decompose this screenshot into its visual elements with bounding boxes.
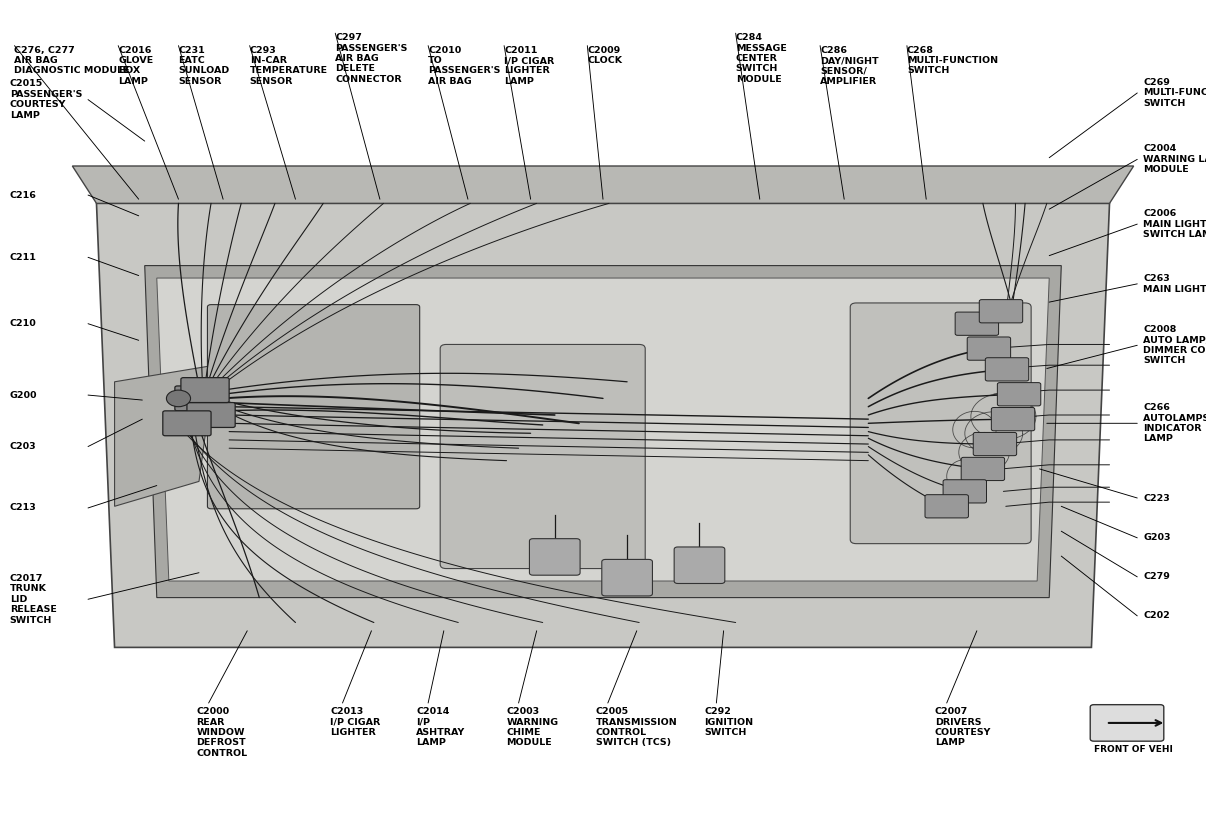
FancyBboxPatch shape	[1090, 705, 1164, 741]
FancyBboxPatch shape	[163, 411, 211, 436]
Text: C293
IN-CAR
TEMPERATURE
SENSOR: C293 IN-CAR TEMPERATURE SENSOR	[250, 46, 328, 85]
Text: C2013
I/P CIGAR
LIGHTER: C2013 I/P CIGAR LIGHTER	[330, 707, 381, 737]
Polygon shape	[72, 166, 1134, 203]
Polygon shape	[157, 278, 1049, 581]
Text: C279: C279	[1143, 573, 1170, 581]
FancyBboxPatch shape	[529, 539, 580, 575]
Text: C2009
CLOCK: C2009 CLOCK	[587, 46, 622, 65]
Text: C211: C211	[10, 253, 36, 261]
Text: C297
PASSENGER'S
AIR BAG
DELETE
CONNECTOR: C297 PASSENGER'S AIR BAG DELETE CONNECTO…	[335, 33, 408, 84]
FancyBboxPatch shape	[207, 305, 420, 509]
FancyBboxPatch shape	[961, 457, 1005, 481]
Text: C2016
GLOVE
BOX
LAMP: C2016 GLOVE BOX LAMP	[118, 46, 153, 85]
Polygon shape	[96, 203, 1110, 647]
Text: C276, C277
AIR BAG
DIAGNOSTIC MODULE: C276, C277 AIR BAG DIAGNOSTIC MODULE	[14, 46, 130, 76]
Text: G200: G200	[10, 391, 37, 399]
FancyBboxPatch shape	[175, 386, 223, 411]
FancyBboxPatch shape	[985, 358, 1029, 381]
FancyBboxPatch shape	[955, 312, 999, 335]
Text: C2008
AUTO LAMP/AUTO
DIMMER CONTROL
SWITCH: C2008 AUTO LAMP/AUTO DIMMER CONTROL SWIT…	[1143, 325, 1206, 365]
Text: C2003
WARNING
CHIME
MODULE: C2003 WARNING CHIME MODULE	[507, 707, 558, 747]
FancyBboxPatch shape	[850, 303, 1031, 544]
Text: C269
MULTI-FUNCTION
SWITCH: C269 MULTI-FUNCTION SWITCH	[1143, 78, 1206, 108]
Text: C2000
REAR
WINDOW
DEFROST
CONTROL: C2000 REAR WINDOW DEFROST CONTROL	[197, 707, 247, 758]
FancyBboxPatch shape	[440, 344, 645, 569]
Text: C284
MESSAGE
CENTER
SWITCH
MODULE: C284 MESSAGE CENTER SWITCH MODULE	[736, 33, 786, 84]
Text: C2007
DRIVERS
COURTESY
LAMP: C2007 DRIVERS COURTESY LAMP	[935, 707, 991, 747]
Polygon shape	[145, 266, 1061, 598]
Text: C2010
TO
PASSENGER'S
AIR BAG: C2010 TO PASSENGER'S AIR BAG	[428, 46, 500, 85]
FancyBboxPatch shape	[602, 559, 652, 596]
Circle shape	[166, 390, 191, 407]
Text: C2017
TRUNK
LID
RELEASE
SWITCH: C2017 TRUNK LID RELEASE SWITCH	[10, 574, 57, 624]
Text: C231
EATC
SUNLOAD
SENSOR: C231 EATC SUNLOAD SENSOR	[178, 46, 229, 85]
Text: C266
AUTOLAMPS ON
INDICATOR
LAMP: C266 AUTOLAMPS ON INDICATOR LAMP	[1143, 403, 1206, 443]
Text: C216: C216	[10, 191, 36, 199]
Text: C2015
PASSENGER'S
COURTESY
LAMP: C2015 PASSENGER'S COURTESY LAMP	[10, 80, 82, 120]
Text: C292
IGNITION
SWITCH: C292 IGNITION SWITCH	[704, 707, 754, 737]
Text: C263
MAIN LIGHT SWITCH: C263 MAIN LIGHT SWITCH	[1143, 274, 1206, 294]
Text: C2014
I/P
ASHTRAY
LAMP: C2014 I/P ASHTRAY LAMP	[416, 707, 466, 747]
Polygon shape	[115, 365, 215, 506]
Text: C203: C203	[10, 442, 36, 451]
FancyBboxPatch shape	[943, 480, 987, 503]
FancyBboxPatch shape	[925, 495, 968, 518]
Text: G203: G203	[1143, 534, 1171, 542]
FancyBboxPatch shape	[181, 378, 229, 403]
FancyBboxPatch shape	[674, 547, 725, 583]
Text: C223: C223	[1143, 494, 1170, 502]
Text: C2006
MAIN LIGHT
SWITCH LAMP: C2006 MAIN LIGHT SWITCH LAMP	[1143, 209, 1206, 239]
Text: C2011
I/P CIGAR
LIGHTER
LAMP: C2011 I/P CIGAR LIGHTER LAMP	[504, 46, 555, 85]
Text: C268
MULTI-FUNCTION
SWITCH: C268 MULTI-FUNCTION SWITCH	[907, 46, 999, 76]
Text: C286
DAY/NIGHT
SENSOR/
AMPLIFIER: C286 DAY/NIGHT SENSOR/ AMPLIFIER	[820, 46, 879, 85]
FancyBboxPatch shape	[973, 432, 1017, 456]
FancyBboxPatch shape	[187, 403, 235, 427]
Text: C2005
TRANSMISSION
CONTROL
SWITCH (TCS): C2005 TRANSMISSION CONTROL SWITCH (TCS)	[596, 707, 678, 747]
Text: C202: C202	[1143, 612, 1170, 620]
FancyBboxPatch shape	[997, 383, 1041, 406]
Text: FRONT OF VEHI: FRONT OF VEHI	[1094, 745, 1172, 754]
FancyBboxPatch shape	[991, 408, 1035, 431]
Text: C2004
WARNING LAMPS
MODULE: C2004 WARNING LAMPS MODULE	[1143, 144, 1206, 174]
FancyBboxPatch shape	[979, 300, 1023, 323]
FancyBboxPatch shape	[967, 337, 1011, 360]
Text: C213: C213	[10, 504, 36, 512]
Text: C210: C210	[10, 320, 36, 328]
